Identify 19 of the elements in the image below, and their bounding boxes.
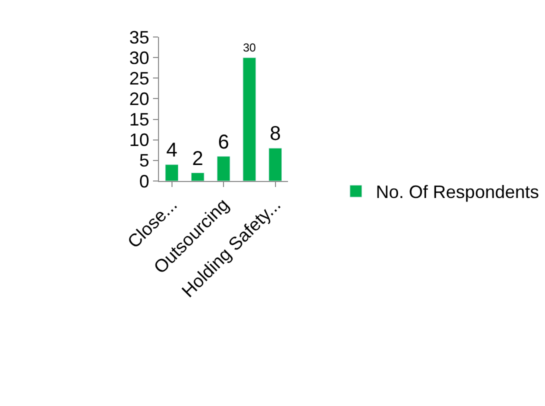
- y-tick-label: 15: [129, 110, 150, 130]
- y-tick-label: 20: [129, 89, 150, 110]
- bar: [165, 164, 179, 181]
- data-label: 8: [270, 123, 281, 146]
- data-label: 30: [242, 42, 256, 55]
- y-tick-label: 5: [139, 150, 150, 171]
- y-tick-label: 35: [129, 27, 150, 48]
- y-tick-label: 25: [129, 68, 150, 88]
- y-tick-label: 30: [129, 48, 150, 68]
- bar: [268, 148, 282, 181]
- bar: [190, 172, 204, 181]
- bar: [242, 57, 256, 181]
- data-label: 6: [218, 131, 230, 154]
- y-tick-label: 0: [139, 171, 150, 192]
- legend-label: No. Of Respondents: [376, 182, 540, 202]
- bar: [216, 156, 230, 181]
- y-tick-label: 10: [129, 130, 150, 150]
- data-label: 2: [192, 148, 204, 170]
- data-label: 4: [166, 140, 178, 162]
